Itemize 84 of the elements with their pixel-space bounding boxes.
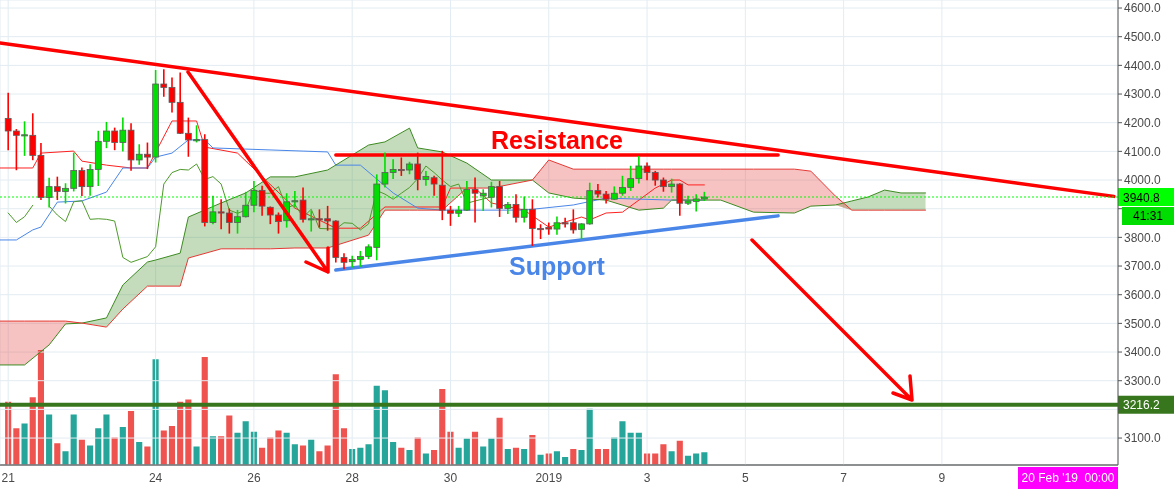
x-tick-label: 5: [741, 470, 749, 485]
bar: [21, 423, 28, 465]
x-tick-label: 24: [148, 470, 163, 485]
y-tick-label: 4400.0: [1124, 58, 1162, 73]
x-tick-label: 26: [247, 470, 261, 485]
bar: [324, 445, 331, 465]
x-tick-label: 2019: [535, 470, 563, 485]
bar: [594, 448, 601, 465]
bar: [259, 447, 266, 465]
y-tick-label: 4300.0: [1124, 87, 1162, 102]
bar: [463, 438, 470, 465]
bar: [603, 448, 610, 465]
bar: [127, 410, 135, 465]
bar: [275, 430, 282, 465]
bar: [619, 421, 626, 465]
bar: [365, 444, 372, 465]
bar: [103, 414, 110, 465]
bar: [537, 454, 544, 465]
x-tick-label: 28: [345, 470, 360, 485]
bar: [357, 447, 364, 465]
bar: [512, 447, 520, 465]
text: 41:31: [1122, 207, 1174, 225]
bar: [578, 450, 585, 465]
bar: [660, 444, 667, 465]
text: 20 Feb '19 00:00: [1018, 467, 1118, 489]
bar: [398, 447, 405, 465]
bar: [62, 451, 69, 465]
bar: [406, 450, 413, 465]
bar: [308, 439, 315, 465]
y-tick-label: 3700.0: [1124, 259, 1162, 274]
ref-line-label: 3940.8: [1123, 190, 1161, 205]
bar: [168, 425, 176, 465]
x-tick-label: 9: [938, 470, 946, 485]
x-tick-label: 3: [643, 470, 651, 485]
bar: [13, 428, 20, 465]
bar: [136, 442, 143, 465]
series-label: Support: [509, 251, 606, 280]
bar: [54, 443, 61, 465]
bar: [46, 414, 53, 465]
bar: [668, 451, 675, 465]
x-tick-label: 7: [840, 470, 848, 485]
y-tick-label: 3800.0: [1124, 230, 1162, 245]
bar: [480, 446, 487, 465]
bar: [504, 448, 511, 465]
bar: [390, 442, 397, 465]
bar: [95, 428, 102, 465]
bar: [291, 444, 298, 465]
series-label: Resistance: [490, 126, 624, 155]
y-tick-label: 4000.0: [1124, 173, 1162, 188]
bar: [431, 450, 438, 465]
y-tick-label: 3500.0: [1124, 316, 1162, 331]
y-tick-label: 4500.0: [1124, 29, 1162, 44]
bar: [586, 408, 593, 465]
bar: [226, 415, 233, 465]
bar: [70, 414, 77, 465]
bar: [701, 452, 708, 465]
x-tick-label: 21: [1, 470, 16, 485]
ref-line-label: 3216.2: [1123, 398, 1161, 413]
y-tick-label: 3600.0: [1124, 287, 1162, 302]
bar: [87, 445, 94, 465]
bar: [570, 448, 577, 465]
y-tick-label: 4600.0: [1124, 1, 1162, 16]
bar: [78, 439, 85, 465]
bar: [144, 446, 151, 465]
bar: [455, 447, 462, 465]
bar: [488, 438, 495, 465]
bar: [521, 448, 528, 465]
x-tick-label: 30: [443, 470, 458, 485]
bar: [234, 432, 241, 465]
bar: [242, 421, 249, 465]
y-tick-label: 3400.0: [1124, 345, 1162, 360]
line-series: [0, 120, 705, 229]
bar: [676, 440, 683, 465]
bar: [496, 417, 503, 465]
y-tick-label: 3300.0: [1124, 373, 1162, 388]
y-tick-label: 4200.0: [1124, 115, 1162, 130]
bar: [193, 446, 200, 465]
bar: [316, 451, 323, 465]
bar: [119, 427, 126, 465]
bar: [340, 428, 348, 465]
y-tick-label: 4100.0: [1124, 144, 1162, 159]
bar: [553, 451, 560, 465]
bar: [299, 445, 307, 465]
y-tick-label: 3100.0: [1124, 431, 1162, 446]
